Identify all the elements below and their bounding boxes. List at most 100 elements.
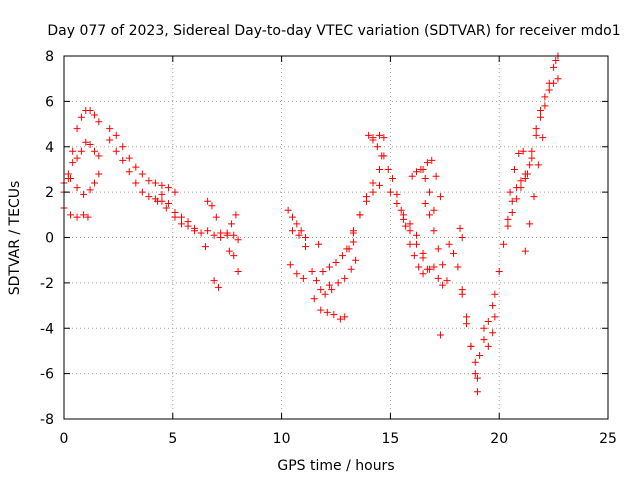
y-tick-label: -8 (40, 412, 54, 428)
data-point (434, 245, 442, 253)
data-point (528, 147, 536, 155)
data-point (178, 213, 186, 221)
data-point (325, 281, 333, 289)
data-point (484, 342, 492, 350)
data-point (439, 261, 447, 269)
data-point (302, 234, 310, 241)
data-point (293, 220, 301, 228)
data-point (541, 93, 549, 101)
data-point (521, 247, 529, 255)
data-point (284, 206, 292, 214)
data-point (112, 131, 120, 139)
series-sat-h (158, 190, 205, 237)
data-point (436, 193, 444, 201)
data-point (467, 342, 475, 350)
data-point (445, 240, 453, 248)
data-point (537, 113, 545, 121)
axis-ticks: 0 5 10 15 20 25 -8 -6 -4 -2 0 2 4 6 8 (40, 49, 617, 447)
data-point (67, 211, 75, 219)
data-point (515, 150, 523, 158)
data-point (526, 161, 534, 169)
data-point (73, 213, 81, 221)
data-point (151, 179, 159, 187)
data-point (426, 211, 434, 219)
data-point (86, 140, 94, 148)
x-tick-label: 10 (273, 431, 291, 447)
data-point (504, 215, 512, 223)
data-point (349, 238, 357, 246)
data-point (223, 229, 231, 237)
data-point (164, 184, 172, 192)
series-sat-ai (456, 224, 466, 241)
series-sat-u (315, 240, 323, 248)
data-point (352, 256, 360, 264)
data-point (330, 311, 338, 319)
series-sat-k (225, 247, 242, 276)
data-point (458, 290, 466, 298)
data-point (480, 324, 488, 332)
data-point (376, 165, 384, 173)
y-tick-label: 8 (45, 49, 54, 65)
data-point (473, 388, 481, 396)
data-point (158, 181, 166, 189)
data-point (528, 154, 536, 162)
data-point (413, 231, 421, 239)
data-point (119, 143, 127, 151)
data-point (349, 227, 357, 235)
data-point (399, 215, 407, 223)
series-sat-z (384, 165, 427, 278)
data-point (423, 159, 431, 167)
series-sat-ar (521, 134, 547, 255)
data-point (432, 172, 440, 180)
series-sat-ad (419, 156, 444, 201)
series-sat-p (288, 227, 310, 251)
data-point (463, 313, 471, 321)
data-point (552, 57, 560, 65)
series-sat-ah (436, 331, 444, 339)
data-point (376, 131, 384, 139)
data-point (402, 222, 410, 230)
data-point (145, 177, 153, 185)
series-sat-ab (399, 215, 431, 273)
data-point (341, 313, 349, 321)
data-point (365, 131, 373, 139)
chart-title: Day 077 of 2023, Sidereal Day-to-day VTE… (47, 23, 620, 39)
data-point (517, 177, 525, 185)
data-point (339, 252, 347, 260)
data-point (369, 179, 377, 187)
data-point (415, 263, 423, 271)
data-point (410, 252, 418, 260)
data-point (476, 351, 484, 359)
x-tick-label: 25 (599, 431, 617, 447)
data-point (506, 188, 514, 196)
data-point (138, 170, 146, 178)
series-sat-r (310, 295, 349, 323)
data-point (517, 184, 525, 192)
series-sat-d (67, 211, 92, 221)
data-point (310, 295, 318, 303)
data-point (534, 161, 542, 169)
data-point (90, 111, 98, 119)
data-point (347, 265, 355, 273)
data-point (77, 113, 85, 121)
data-point (530, 193, 538, 201)
series-sat-a (60, 106, 103, 212)
data-point (132, 179, 140, 187)
y-tick-label: -4 (40, 321, 54, 337)
data-point (430, 206, 438, 214)
series-sat-ap (506, 147, 527, 196)
data-point (513, 195, 521, 203)
data-point (539, 134, 547, 142)
series-sat-c (60, 170, 103, 198)
data-point (356, 211, 364, 219)
series-sat-n (284, 206, 310, 241)
data-point (217, 234, 225, 241)
data-point (526, 220, 534, 228)
y-tick-label: 2 (45, 185, 54, 201)
data-point (463, 320, 471, 328)
data-point (362, 197, 370, 205)
data-point (434, 274, 442, 282)
data-point (228, 220, 236, 228)
data-point (504, 222, 512, 230)
data-point (419, 254, 427, 262)
